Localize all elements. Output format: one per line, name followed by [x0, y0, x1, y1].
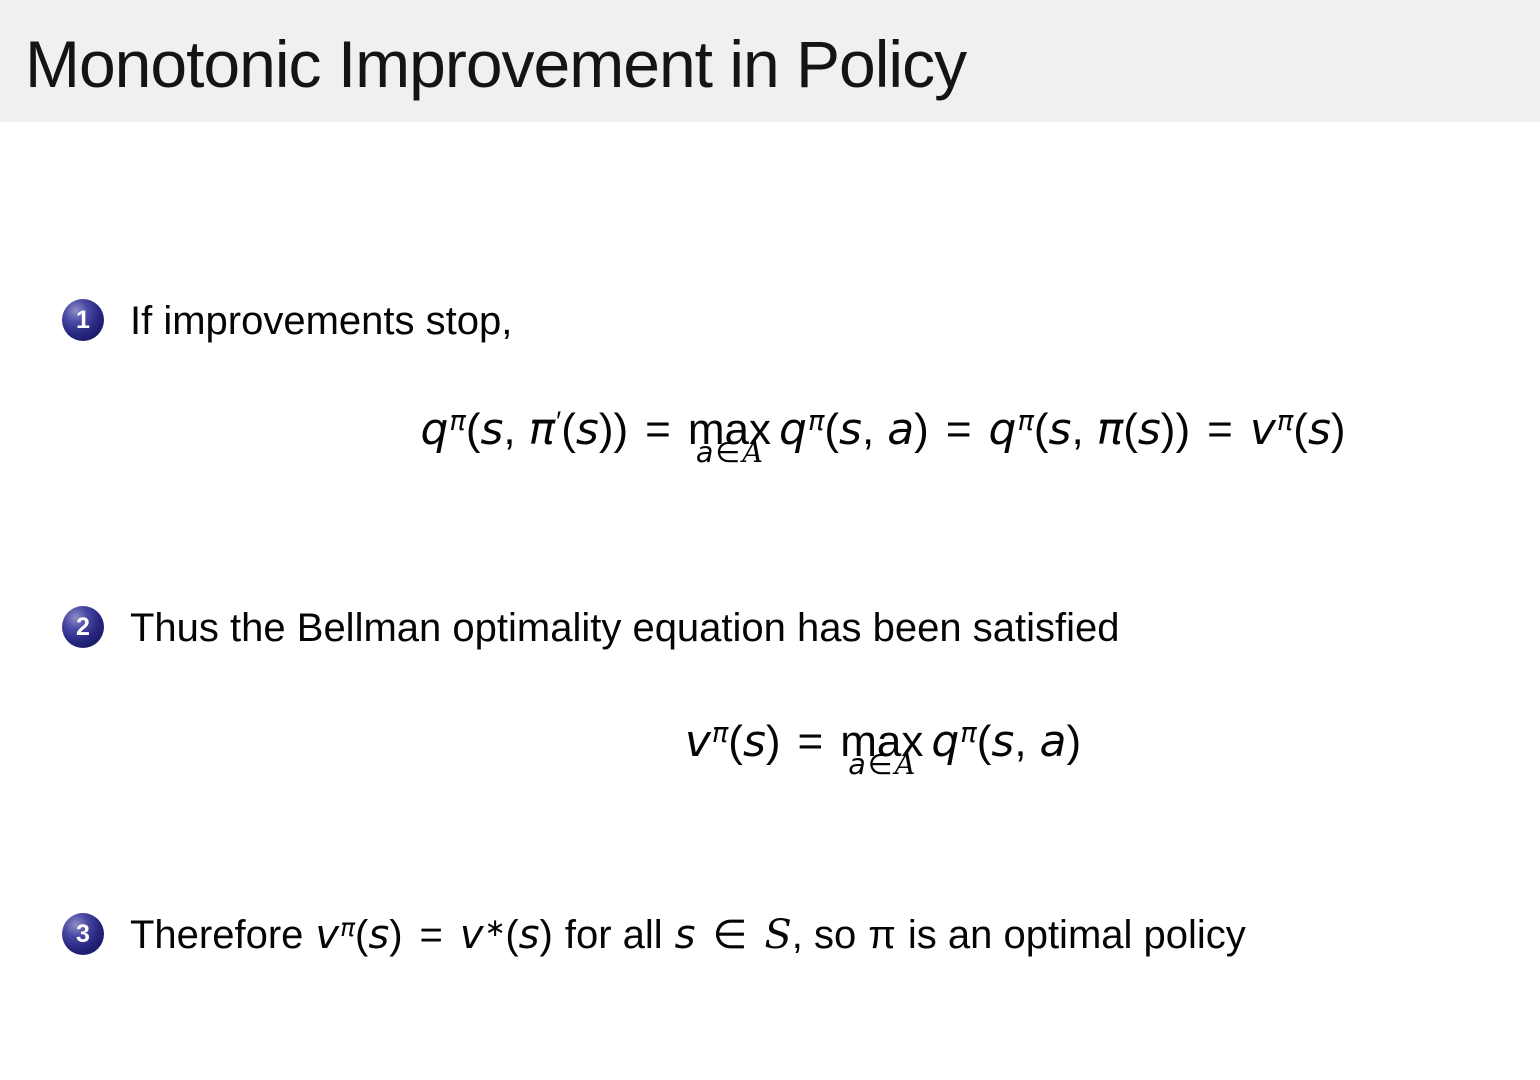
math-token: ,: [861, 405, 875, 454]
max-subscript: a∈A: [848, 747, 915, 782]
math-token: max: [687, 405, 771, 454]
math-token: S: [764, 912, 792, 958]
math-token: s: [368, 912, 390, 958]
math-token: s: [1137, 404, 1161, 455]
max-subscript: a∈A: [696, 435, 763, 470]
math-token: ∗: [484, 914, 506, 942]
math-token: ): [389, 913, 403, 957]
math-token: a: [695, 435, 714, 470]
math-token: ,: [1071, 405, 1084, 454]
math-token: =: [1207, 405, 1233, 454]
math-token: s: [480, 404, 504, 455]
math-token: π: [960, 718, 977, 750]
math-token: ): [914, 405, 929, 454]
equation-2: vπ(s) = max a∈A qπ(s, a): [0, 716, 1540, 781]
math-token: (: [505, 913, 519, 957]
math-token: A: [742, 435, 763, 470]
math-token: =: [797, 717, 824, 766]
math-token: (: [355, 913, 369, 957]
slide-title: Monotonic Improvement in Policy: [25, 27, 967, 101]
math-token: ,: [503, 405, 516, 454]
math-token: ): [1066, 717, 1082, 766]
max-operator: max a∈A: [840, 717, 924, 781]
math-token: (: [976, 717, 992, 766]
text-token: , so: [791, 913, 857, 957]
math-token: ,: [1014, 717, 1027, 766]
math-token: (: [728, 717, 743, 766]
math-token: =: [645, 405, 671, 454]
math-token: q: [779, 404, 807, 455]
math-token: )): [598, 405, 629, 454]
equation-1: qπ(s, π′(s)) = max a∈A qπ(s, a) = qπ(s, π(s)) = vπ(…: [0, 404, 1540, 469]
math-token: ): [1330, 405, 1346, 454]
item-text: Thus the Bellman optimality equation has…: [130, 606, 1120, 650]
math-token: π: [528, 404, 556, 455]
element-of-symbol: ∈: [715, 437, 741, 470]
math-token: (: [465, 405, 481, 454]
math-token: s: [839, 404, 862, 455]
element-of-symbol: ∈: [712, 913, 748, 957]
title-bar: Monotonic Improvement in Policy: [0, 0, 1540, 122]
math-token: π: [1017, 406, 1034, 438]
bullet-item-3: 3 Therefore vπ(s) = v∗(s) for all s ∈ S, so π is …: [62, 912, 1246, 958]
math-token: (: [561, 405, 576, 454]
bullet-item-2: 2 Thus the Bellman optimality equation h…: [62, 605, 1119, 651]
math-token: s: [674, 912, 696, 958]
math-token: s: [742, 716, 766, 767]
math-token: a: [887, 404, 915, 455]
math-token: (: [1293, 405, 1308, 454]
math-token: (: [1033, 405, 1049, 454]
text-token: for all: [564, 913, 663, 957]
math-token: q: [988, 404, 1017, 455]
item-text: Therefore vπ(s) = v∗(s) for all s ∈ S, so π is an…: [130, 912, 1246, 958]
math-token: v: [684, 716, 711, 767]
bullet-item-1: 1 If improvements stop,: [62, 298, 512, 344]
math-token: v: [459, 912, 484, 958]
math-token: a: [848, 747, 866, 782]
math-token: π: [868, 913, 896, 957]
math-token: (: [1123, 405, 1138, 454]
math-token: =: [419, 913, 443, 957]
item-number-badge: 2: [62, 606, 104, 648]
math-token: (: [824, 405, 840, 454]
math-token: π: [449, 406, 466, 438]
math-token: A: [894, 747, 916, 782]
math-token: π: [807, 406, 825, 438]
math-token: v: [315, 912, 340, 958]
element-of-symbol: ∈: [867, 749, 893, 782]
math-token: s: [575, 404, 599, 455]
math-token: ): [539, 913, 553, 957]
math-token: ′: [556, 405, 562, 437]
text-token: Therefore: [130, 913, 304, 957]
math-token: q: [931, 716, 960, 767]
math-token: π: [1276, 406, 1294, 438]
math-token: π: [711, 718, 729, 750]
math-token: s: [518, 912, 540, 958]
math-token: π: [340, 912, 356, 942]
max-operator: max a∈A: [687, 405, 771, 469]
math-token: ): [765, 717, 781, 766]
item-text: If improvements stop,: [130, 299, 513, 343]
math-token: v: [1249, 404, 1276, 455]
math-token: max: [840, 717, 924, 766]
math-token: s: [1048, 404, 1072, 455]
math-token: s: [991, 716, 1015, 767]
item-number-badge: 3: [62, 913, 104, 955]
math-token: π: [1096, 404, 1124, 455]
math-token: q: [420, 404, 449, 455]
math-token: s: [1307, 404, 1331, 455]
item-number-badge: 1: [62, 299, 104, 341]
text-token: is an optimal policy: [907, 913, 1246, 957]
math-token: )): [1160, 405, 1191, 454]
math-token: a: [1039, 716, 1067, 767]
math-token: =: [945, 405, 972, 454]
